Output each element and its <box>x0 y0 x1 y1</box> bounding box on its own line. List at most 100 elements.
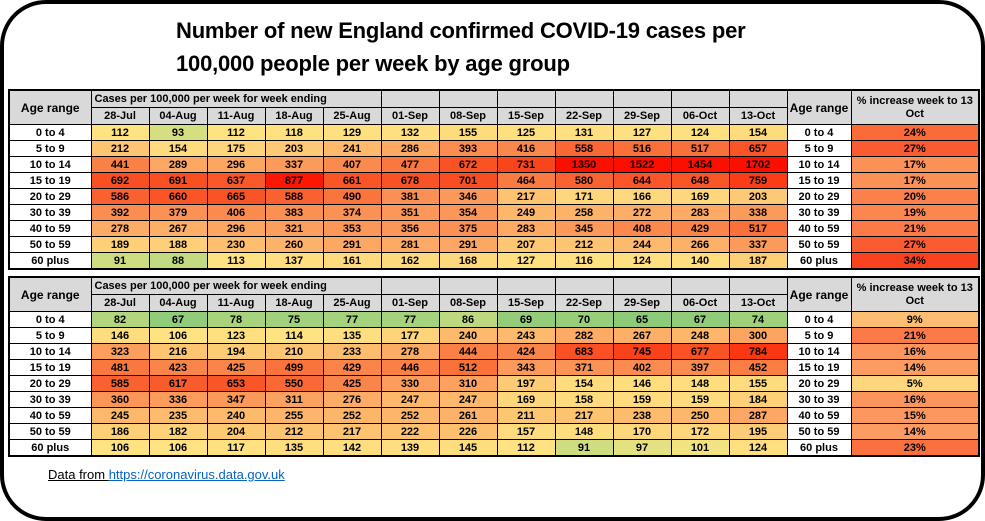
case-cell: 106 <box>148 439 208 457</box>
case-cell: 175 <box>206 140 266 157</box>
case-cell: 166 <box>612 188 672 205</box>
age-range-cell-right: 5 to 9 <box>786 327 852 344</box>
case-cell: 145 <box>438 439 498 457</box>
cases-span-header: Cases per 100,000 per week for week endi… <box>90 276 382 295</box>
case-cell: 230 <box>206 236 266 253</box>
case-cell: 691 <box>148 172 208 189</box>
pct-increase-cell: 16% <box>850 391 980 408</box>
age-range-header: Age range <box>8 89 92 125</box>
case-cell: 337 <box>728 236 788 253</box>
case-cell: 189 <box>90 236 150 253</box>
case-cell: 446 <box>380 359 440 376</box>
case-cell: 112 <box>206 124 266 141</box>
case-cell: 158 <box>554 391 614 408</box>
case-cell: 129 <box>322 124 382 141</box>
case-cell: 356 <box>380 220 440 237</box>
case-cell: 243 <box>496 327 556 344</box>
empty-header-cell <box>612 276 672 295</box>
case-cell: 408 <box>612 220 672 237</box>
age-range-cell-right: 15 to 19 <box>786 359 852 376</box>
week-ending-header: 25-Aug <box>322 107 382 125</box>
pct-increase-cell: 34% <box>850 252 980 270</box>
case-cell: 490 <box>322 188 382 205</box>
case-cell: 197 <box>496 375 556 392</box>
case-cell: 272 <box>612 204 672 221</box>
case-cell: 252 <box>380 407 440 424</box>
week-ending-header: 13-Oct <box>728 294 788 312</box>
case-cell: 648 <box>670 172 730 189</box>
case-cell: 169 <box>670 188 730 205</box>
case-cell: 217 <box>322 423 382 440</box>
case-cell: 661 <box>322 172 382 189</box>
case-cell: 101 <box>670 439 730 457</box>
age-range-cell: 30 to 39 <box>8 391 92 408</box>
case-cell: 238 <box>612 407 672 424</box>
page-title: Number of new England confirmed COVID-19… <box>176 14 746 80</box>
week-ending-header: 18-Aug <box>264 294 324 312</box>
case-cell: 345 <box>554 220 614 237</box>
case-cell: 278 <box>90 220 150 237</box>
case-cell: 188 <box>148 236 208 253</box>
pct-increase-cell: 19% <box>850 204 980 221</box>
age-range-cell-right: 5 to 9 <box>786 140 852 157</box>
case-cell: 114 <box>264 327 324 344</box>
empty-header-cell <box>438 276 498 295</box>
age-range-cell: 5 to 9 <box>8 327 92 344</box>
case-cell: 154 <box>554 375 614 392</box>
case-cell: 250 <box>670 407 730 424</box>
case-cell: 245 <box>90 407 150 424</box>
age-range-cell-right: 0 to 4 <box>786 124 852 141</box>
empty-header-cell <box>728 89 788 108</box>
case-cell: 171 <box>554 188 614 205</box>
page-title-line1: Number of new England confirmed COVID-19… <box>176 18 746 43</box>
cases-table-upper: Age range Cases per 100,000 per week for … <box>8 89 980 270</box>
week-ending-header: 11-Aug <box>206 107 266 125</box>
age-range-cell: 5 to 9 <box>8 140 92 157</box>
case-cell: 281 <box>380 236 440 253</box>
case-cell: 477 <box>380 156 440 173</box>
case-cell: 338 <box>728 204 788 221</box>
empty-header-cell <box>670 89 730 108</box>
case-cell: 132 <box>380 124 440 141</box>
case-cell: 154 <box>148 140 208 157</box>
case-cell: 330 <box>380 375 440 392</box>
pct-increase-cell: 21% <box>850 327 980 344</box>
case-cell: 343 <box>496 359 556 376</box>
empty-header-cell <box>670 276 730 295</box>
data-source-link[interactable]: https://coronavirus.data.gov.uk <box>108 467 285 482</box>
case-cell: 67 <box>670 311 730 328</box>
case-cell: 226 <box>438 423 498 440</box>
case-cell: 207 <box>496 236 556 253</box>
case-cell: 260 <box>264 236 324 253</box>
case-cell: 247 <box>438 391 498 408</box>
case-cell: 379 <box>148 204 208 221</box>
case-cell: 240 <box>206 407 266 424</box>
case-cell: 222 <box>380 423 440 440</box>
week-ending-header: 28-Jul <box>90 107 150 125</box>
case-cell: 759 <box>728 172 788 189</box>
case-cell: 247 <box>380 391 440 408</box>
case-cell: 464 <box>496 172 556 189</box>
case-cell: 125 <box>496 124 556 141</box>
case-cell: 672 <box>438 156 498 173</box>
week-ending-header: 29-Sep <box>612 107 672 125</box>
empty-header-cell <box>496 89 556 108</box>
case-cell: 78 <box>206 311 266 328</box>
week-ending-header: 28-Jul <box>90 294 150 312</box>
case-cell: 310 <box>438 375 498 392</box>
case-cell: 617 <box>148 375 208 392</box>
age-range-cell-right: 30 to 39 <box>786 204 852 221</box>
case-cell: 67 <box>148 311 208 328</box>
empty-header-cell <box>380 276 440 295</box>
case-cell: 381 <box>380 188 440 205</box>
cases-table-lower: Age range Cases per 100,000 per week for … <box>8 276 980 457</box>
case-cell: 112 <box>90 124 150 141</box>
week-ending-header: 11-Aug <box>206 294 266 312</box>
case-cell: 159 <box>670 391 730 408</box>
case-cell: 169 <box>496 391 556 408</box>
week-ending-header: 25-Aug <box>322 294 382 312</box>
week-ending-header: 22-Sep <box>554 107 614 125</box>
case-cell: 425 <box>206 359 266 376</box>
case-cell: 512 <box>438 359 498 376</box>
case-cell: 311 <box>264 391 324 408</box>
